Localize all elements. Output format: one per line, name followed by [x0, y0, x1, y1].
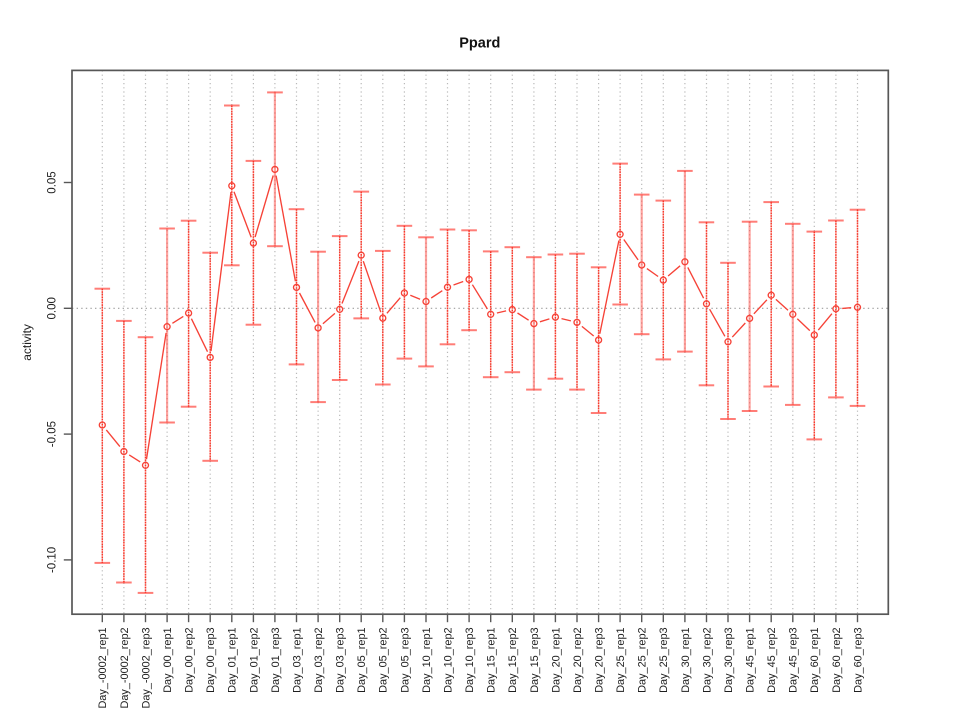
svg-text:Day_20_rep1: Day_20_rep1: [550, 627, 562, 692]
svg-text:Day_15_rep2: Day_15_rep2: [507, 627, 519, 692]
svg-text:Day_25_rep2: Day_25_rep2: [637, 627, 649, 692]
svg-text:Day_05_rep3: Day_05_rep3: [399, 627, 411, 692]
svg-text:Day_01_rep2: Day_01_rep2: [248, 627, 260, 692]
svg-text:Day_05_rep1: Day_05_rep1: [356, 627, 368, 692]
svg-text:Day_60_rep1: Day_60_rep1: [809, 627, 821, 692]
svg-text:Day_60_rep2: Day_60_rep2: [831, 627, 843, 692]
svg-text:Day_45_rep1: Day_45_rep1: [745, 627, 757, 692]
svg-text:Day_-0002_rep3: Day_-0002_rep3: [140, 627, 152, 708]
svg-text:Day_10_rep1: Day_10_rep1: [421, 627, 433, 692]
svg-text:Day_03_rep3: Day_03_rep3: [335, 627, 347, 692]
svg-text:Day_45_rep2: Day_45_rep2: [766, 627, 778, 692]
svg-text:Day_00_rep3: Day_00_rep3: [205, 627, 217, 692]
svg-text:Day_10_rep2: Day_10_rep2: [442, 627, 454, 692]
svg-text:Day_-0002_rep2: Day_-0002_rep2: [119, 627, 131, 708]
svg-text:Day_25_rep3: Day_25_rep3: [658, 627, 670, 692]
svg-text:Day_30_rep2: Day_30_rep2: [701, 627, 713, 692]
svg-text:-0.05: -0.05: [46, 421, 58, 447]
svg-text:-0.10: -0.10: [46, 547, 58, 573]
svg-text:0.00: 0.00: [46, 297, 58, 319]
svg-text:Day_30_rep1: Day_30_rep1: [680, 627, 692, 692]
svg-text:Day_15_rep1: Day_15_rep1: [486, 627, 498, 692]
svg-text:Day_00_rep2: Day_00_rep2: [184, 627, 196, 692]
svg-text:Day_05_rep2: Day_05_rep2: [378, 627, 390, 692]
svg-text:Day_03_rep2: Day_03_rep2: [313, 627, 325, 692]
svg-text:Day_01_rep1: Day_01_rep1: [227, 627, 239, 692]
svg-text:Day_10_rep3: Day_10_rep3: [464, 627, 476, 692]
svg-text:Day_45_rep3: Day_45_rep3: [788, 627, 800, 692]
svg-text:Day_60_rep3: Day_60_rep3: [852, 627, 864, 692]
svg-text:Day_00_rep1: Day_00_rep1: [162, 627, 174, 692]
svg-text:0.05: 0.05: [46, 171, 58, 193]
svg-text:activity: activity: [20, 324, 34, 361]
svg-text:Day_25_rep1: Day_25_rep1: [615, 627, 627, 692]
svg-text:Day_30_rep3: Day_30_rep3: [723, 627, 735, 692]
svg-text:Day_20_rep2: Day_20_rep2: [572, 627, 584, 692]
svg-text:Ppard: Ppard: [459, 36, 500, 52]
svg-text:Day_01_rep3: Day_01_rep3: [270, 627, 282, 692]
svg-text:Day_03_rep1: Day_03_rep1: [291, 627, 303, 692]
svg-text:Day_15_rep3: Day_15_rep3: [529, 627, 541, 692]
svg-text:Day_-0002_rep1: Day_-0002_rep1: [97, 627, 109, 708]
svg-text:Day_20_rep3: Day_20_rep3: [594, 627, 606, 692]
